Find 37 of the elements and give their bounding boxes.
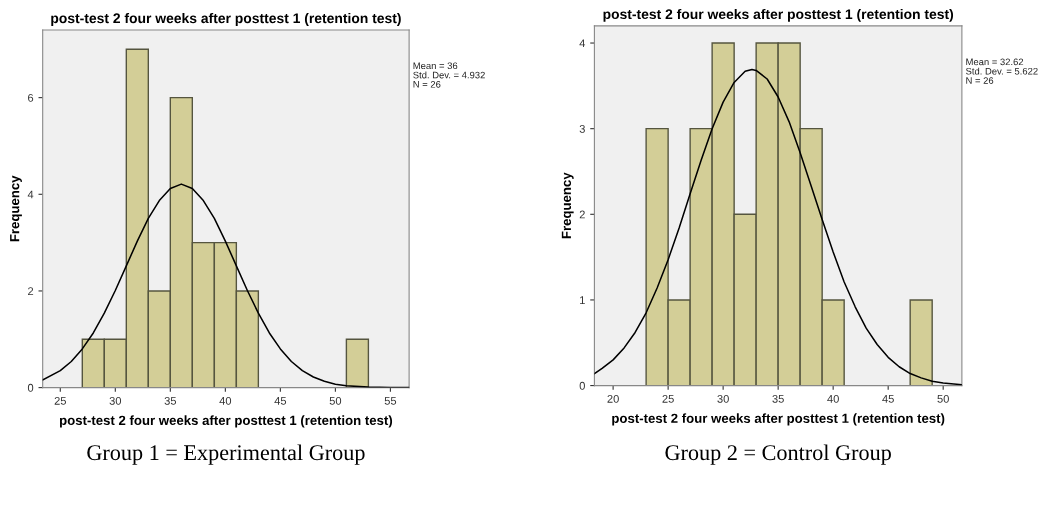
x-tick-label: 50 <box>329 396 342 405</box>
x-tick-label: 40 <box>827 394 839 403</box>
y-tick-label: 4 <box>27 190 34 199</box>
text: Group 2 = Control Group <box>665 444 891 465</box>
text: Std. Dev. = 4.932 <box>413 71 485 79</box>
x-axis-title: post-test 2 four weeks after posttest 1 (retention test) <box>612 413 945 426</box>
x-tick-label: 35 <box>772 394 784 403</box>
y-axis-title: Frequency <box>561 172 574 239</box>
x-tick-label: 25 <box>54 396 66 405</box>
text: Group 1 = Experimental Group <box>87 444 365 465</box>
y-tick-label: 0 <box>27 383 34 392</box>
text: Std. Dev. = 5.622 <box>965 67 1038 75</box>
x-tick-label: 35 <box>164 396 177 405</box>
y-tick-label: 2 <box>28 287 34 295</box>
text: N = 26 <box>413 81 441 88</box>
y-tick-label: 2 <box>579 210 585 219</box>
text: Mean = 36 <box>413 62 458 70</box>
x-tick-label: 30 <box>109 396 122 405</box>
x-tick-label: 20 <box>607 394 619 403</box>
text: Mean = 32.62 <box>966 58 1024 66</box>
y-tick-label: 3 <box>579 124 585 133</box>
y-axis-title: Frequency <box>10 175 22 242</box>
y-tick-label: 6 <box>28 93 34 102</box>
x-tick-label: 25 <box>662 394 674 403</box>
chart-title: post-test 2 four weeks after posttest 1 (retention test) <box>603 8 954 22</box>
y-tick-label: 0 <box>579 381 585 390</box>
x-tick-label: 45 <box>274 397 287 405</box>
x-axis-title: post-test 2 four weeks after posttest 1 (retention test) <box>59 415 393 428</box>
y-tick-label: 1 <box>580 296 585 304</box>
x-tick-label: 30 <box>717 394 729 403</box>
text: N = 26 <box>966 77 994 84</box>
y-tick-label: 4 <box>579 39 586 48</box>
x-tick-label: 40 <box>219 396 232 405</box>
chart-title: post-test 2 four weeks after posttest 1 (retention test) <box>51 12 401 26</box>
x-tick-label: 45 <box>882 395 894 403</box>
x-tick-label: 55 <box>384 397 397 405</box>
x-tick-label: 50 <box>937 394 949 403</box>
